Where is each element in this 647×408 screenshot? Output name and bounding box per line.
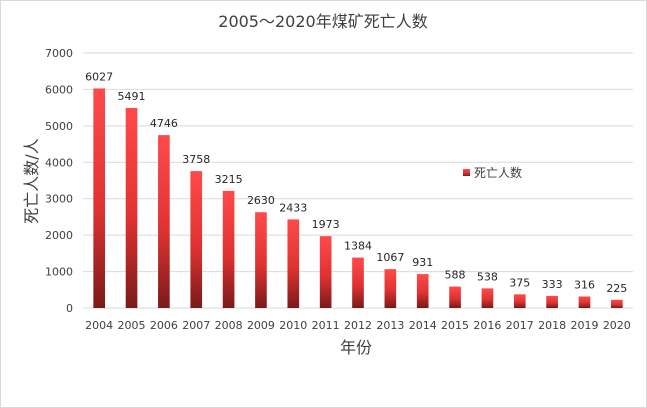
y-axis-title: 死亡人数/人 xyxy=(22,138,41,223)
bar xyxy=(449,286,461,308)
bar xyxy=(578,296,591,308)
x-tick-label: 2008 xyxy=(215,319,243,332)
bar xyxy=(158,135,170,308)
bar xyxy=(384,269,397,308)
data-label: 375 xyxy=(509,276,530,289)
data-label: 931 xyxy=(412,256,433,269)
data-label: 1384 xyxy=(344,240,372,253)
x-tick-label: 2009 xyxy=(247,319,275,332)
watermark: 知乎 @心林 xyxy=(559,372,633,389)
x-tick-label: 2019 xyxy=(570,319,598,332)
data-label: 1973 xyxy=(312,218,340,231)
x-axis-title: 年份 xyxy=(340,338,372,357)
y-tick-label: 2000 xyxy=(45,229,73,242)
data-label: 225 xyxy=(606,282,627,295)
x-tick-label: 2006 xyxy=(150,319,178,332)
bar xyxy=(611,299,623,308)
data-label: 2630 xyxy=(247,194,275,207)
legend-swatch xyxy=(463,169,470,176)
data-labels: 6027 5491 4746 3758 3215 2630 2433 1973 1384 1067… xyxy=(85,70,627,294)
y-tick-label: 4000 xyxy=(45,156,73,169)
legend: 死亡人数 xyxy=(463,165,522,180)
data-label: 1067 xyxy=(376,251,404,264)
x-tick-label: 2011 xyxy=(312,319,340,332)
data-label: 588 xyxy=(445,269,466,282)
bar xyxy=(222,190,235,308)
bars xyxy=(93,88,623,309)
x-tick-label: 2017 xyxy=(506,319,534,332)
x-tick-label: 2016 xyxy=(473,319,501,332)
bar xyxy=(416,274,429,308)
chart-title: 2005～2020年煤矿死亡人数 xyxy=(218,12,427,31)
data-label: 538 xyxy=(477,270,498,283)
bar xyxy=(352,257,364,308)
bar xyxy=(319,236,332,308)
bar xyxy=(125,107,138,309)
data-label: 3215 xyxy=(215,173,243,186)
bar xyxy=(513,294,526,308)
y-tick-label: 7000 xyxy=(45,47,73,60)
data-label: 3758 xyxy=(182,153,210,166)
x-tick-label: 2012 xyxy=(344,319,372,332)
data-label: 4746 xyxy=(150,117,178,130)
data-label: 2433 xyxy=(279,201,307,214)
bar xyxy=(546,295,558,308)
y-tick-label: 1000 xyxy=(45,266,73,279)
bar xyxy=(287,219,300,308)
y-tick-label: 6000 xyxy=(45,83,73,96)
x-tick-label: 2015 xyxy=(441,319,469,332)
data-label: 5491 xyxy=(118,90,146,103)
bar xyxy=(255,212,267,308)
x-tick-label: 2007 xyxy=(182,319,210,332)
data-label: 316 xyxy=(574,278,595,291)
gridlines xyxy=(83,52,633,309)
bar xyxy=(93,88,105,308)
y-ticks: 0 1000 2000 3000 4000 5000 6000 7000 xyxy=(45,47,73,315)
bar xyxy=(190,171,203,308)
y-tick-label: 3000 xyxy=(45,193,73,206)
x-ticks: 2004 2005 2006 2007 2008 2009 2010 2011 2012 2013… xyxy=(85,319,631,332)
x-tick-label: 2020 xyxy=(603,319,631,332)
data-label: 333 xyxy=(542,278,563,291)
x-tick-label: 2013 xyxy=(376,319,404,332)
x-tick-label: 2014 xyxy=(409,319,437,332)
y-tick-label: 0 xyxy=(66,302,73,315)
data-label: 6027 xyxy=(85,70,113,83)
y-tick-label: 5000 xyxy=(45,120,73,133)
legend-label: 死亡人数 xyxy=(474,165,522,180)
bar xyxy=(481,288,494,308)
x-tick-label: 2004 xyxy=(85,319,113,332)
x-tick-label: 2010 xyxy=(279,319,307,332)
x-tick-label: 2018 xyxy=(538,319,566,332)
x-tick-label: 2005 xyxy=(118,319,146,332)
